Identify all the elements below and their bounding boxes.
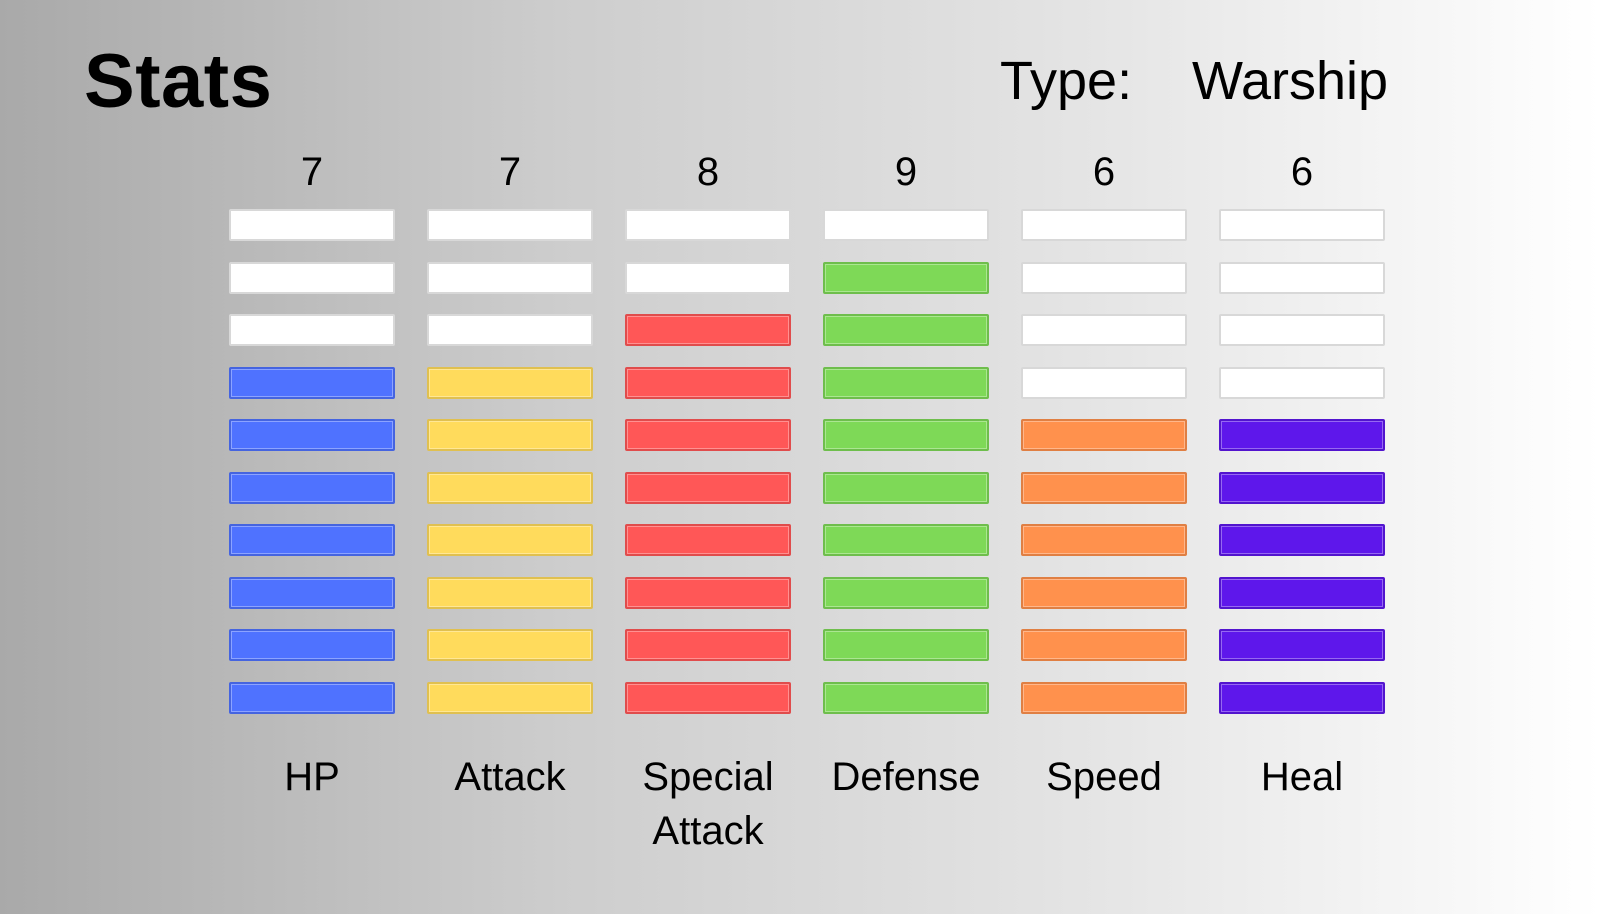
stat-segment-filled-hp xyxy=(229,629,395,661)
stat-segment-empty-special-attack xyxy=(625,262,791,294)
stat-segment-filled-attack xyxy=(427,419,593,451)
stat-segment-filled-heal xyxy=(1219,682,1385,714)
stat-segment-empty-heal xyxy=(1219,314,1385,346)
stat-segment-filled-hp xyxy=(229,524,395,556)
stat-segment-filled-defense xyxy=(823,367,989,399)
stat-column-hp: 7 HP xyxy=(229,0,395,914)
stat-column-attack: 7 Attack xyxy=(427,0,593,914)
stat-segment-filled-attack xyxy=(427,682,593,714)
stat-segment-filled-hp xyxy=(229,367,395,399)
stat-segment-filled-special-attack xyxy=(625,367,791,399)
stat-label-line: Attack xyxy=(454,755,566,799)
stat-label-line: HP xyxy=(284,755,340,799)
type-label: Type: xyxy=(1000,51,1133,111)
stat-segment-filled-attack xyxy=(427,472,593,504)
stat-column-heal: 6 Heal xyxy=(1219,0,1385,914)
stat-value-speed: 6 xyxy=(1092,150,1116,194)
stat-segment-filled-attack xyxy=(427,524,593,556)
stat-segment-filled-speed xyxy=(1021,472,1187,504)
stat-label-heal: Heal xyxy=(1199,750,1405,804)
stat-segment-filled-defense xyxy=(823,524,989,556)
stat-column-defense: 9 Defense xyxy=(823,0,989,914)
stat-label-line: Speed xyxy=(1046,755,1162,799)
stat-segment-empty-speed xyxy=(1021,209,1187,241)
stat-value-special-attack: 8 xyxy=(696,150,720,194)
type-value: Warship xyxy=(1192,51,1389,111)
stat-segment-empty-hp xyxy=(229,209,395,241)
stat-segment-filled-defense xyxy=(823,314,989,346)
stat-segment-filled-defense xyxy=(823,577,989,609)
stat-segment-filled-hp xyxy=(229,419,395,451)
stat-segment-filled-heal xyxy=(1219,577,1385,609)
stat-label-line: Defense xyxy=(831,755,981,799)
stat-label-speed: Speed xyxy=(1001,750,1207,804)
stat-segment-filled-heal xyxy=(1219,524,1385,556)
stat-segment-filled-defense xyxy=(823,262,989,294)
stat-segment-filled-defense xyxy=(823,472,989,504)
stat-label-special-attack: Special Attack xyxy=(605,750,811,858)
stat-value-defense: 9 xyxy=(894,150,918,194)
stat-segment-filled-speed xyxy=(1021,629,1187,661)
stat-segment-filled-attack xyxy=(427,629,593,661)
page-title: Stats xyxy=(84,39,273,124)
stat-segment-filled-speed xyxy=(1021,524,1187,556)
stat-segment-filled-speed xyxy=(1021,577,1187,609)
stat-segment-empty-heal xyxy=(1219,367,1385,399)
stat-segment-filled-attack xyxy=(427,577,593,609)
stat-segment-empty-heal xyxy=(1219,209,1385,241)
stat-segment-filled-hp xyxy=(229,577,395,609)
stat-column-special-attack: 8 Special Attack xyxy=(625,0,791,914)
stat-segment-filled-hp xyxy=(229,472,395,504)
stat-value-heal: 6 xyxy=(1290,150,1314,194)
stat-label-line: Special xyxy=(642,755,774,799)
stat-segment-filled-defense xyxy=(823,629,989,661)
stat-label-hp: HP xyxy=(209,750,415,804)
stat-value-attack: 7 xyxy=(498,150,522,194)
stat-segment-filled-special-attack xyxy=(625,314,791,346)
stat-label-line: Attack xyxy=(652,809,764,853)
stat-label-line: Heal xyxy=(1260,755,1344,799)
stat-segment-empty-heal xyxy=(1219,262,1385,294)
stat-column-speed: 6 Speed xyxy=(1021,0,1187,914)
stat-segment-filled-special-attack xyxy=(625,629,791,661)
stat-segment-empty-speed xyxy=(1021,262,1187,294)
stat-segment-empty-hp xyxy=(229,262,395,294)
stat-value-hp: 7 xyxy=(300,150,324,194)
stat-segment-empty-attack xyxy=(427,262,593,294)
stat-segment-filled-heal xyxy=(1219,419,1385,451)
stat-segment-empty-speed xyxy=(1021,367,1187,399)
stat-segment-filled-heal xyxy=(1219,472,1385,504)
stat-segment-empty-attack xyxy=(427,209,593,241)
stat-segment-filled-special-attack xyxy=(625,577,791,609)
stat-segment-empty-special-attack xyxy=(625,209,791,241)
stat-segment-filled-heal xyxy=(1219,629,1385,661)
stat-segment-filled-special-attack xyxy=(625,524,791,556)
stat-segment-filled-defense xyxy=(823,682,989,714)
stat-segment-filled-attack xyxy=(427,367,593,399)
stat-label-attack: Attack xyxy=(407,750,613,804)
stat-segment-empty-attack xyxy=(427,314,593,346)
stat-segment-empty-speed xyxy=(1021,314,1187,346)
stat-segment-filled-special-attack xyxy=(625,419,791,451)
stat-segment-filled-defense xyxy=(823,419,989,451)
stat-label-defense: Defense xyxy=(803,750,1009,804)
stat-segment-filled-hp xyxy=(229,682,395,714)
stat-segment-filled-special-attack xyxy=(625,682,791,714)
stat-segment-empty-hp xyxy=(229,314,395,346)
stat-segment-empty-defense xyxy=(823,209,989,241)
stat-segment-filled-speed xyxy=(1021,682,1187,714)
stat-segment-filled-speed xyxy=(1021,419,1187,451)
stat-segment-filled-special-attack xyxy=(625,472,791,504)
